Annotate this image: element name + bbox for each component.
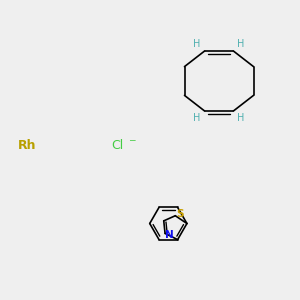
Text: Rh: Rh — [18, 139, 36, 152]
Text: H: H — [194, 112, 201, 123]
Text: S: S — [176, 209, 184, 219]
Text: N: N — [166, 230, 174, 240]
Text: H: H — [194, 39, 201, 50]
Text: H: H — [237, 112, 244, 123]
Text: −: − — [128, 136, 135, 145]
Text: Cl: Cl — [111, 139, 123, 152]
Text: H: H — [237, 39, 244, 50]
